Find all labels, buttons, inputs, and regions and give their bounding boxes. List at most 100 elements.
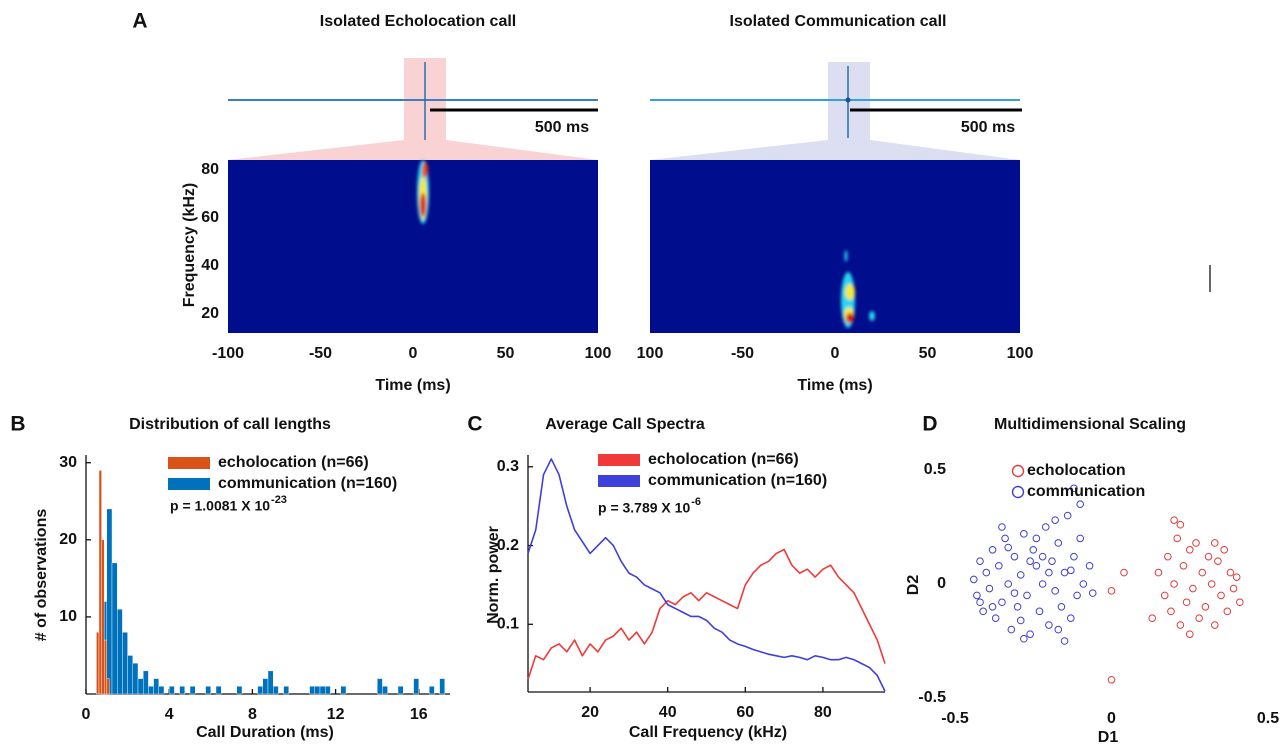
scatter-point xyxy=(995,561,1003,570)
histogram-bar xyxy=(319,686,326,695)
scatter-point xyxy=(1070,552,1078,561)
scatter-point xyxy=(1154,568,1163,577)
spectrogram xyxy=(228,160,598,333)
scatter-point xyxy=(1076,500,1084,509)
scatter-point xyxy=(1167,607,1175,616)
scatter-point xyxy=(1207,580,1216,588)
x-tick-label: 100 xyxy=(1007,345,1034,362)
scatter-point xyxy=(1070,484,1078,493)
panel-label: D xyxy=(922,413,937,436)
scatter-point xyxy=(1026,630,1034,638)
histogram-bar xyxy=(325,686,331,695)
scatter-point xyxy=(1026,557,1034,566)
y-tick-label: 60 xyxy=(201,209,219,226)
histogram-bar xyxy=(153,678,160,695)
y-axis-label: D2 xyxy=(905,575,922,596)
scatter-point xyxy=(1236,598,1244,607)
scatter-point xyxy=(1073,591,1081,600)
scatter-point xyxy=(1004,543,1013,552)
scatter-point xyxy=(1038,552,1047,561)
scatter-point xyxy=(1148,614,1156,623)
histogram-bar xyxy=(127,655,133,695)
histogram-bar xyxy=(106,678,110,695)
scatter-point xyxy=(1170,516,1178,524)
scatter-point xyxy=(1120,568,1128,577)
annotation-exponent: -6 xyxy=(691,496,701,508)
histogram-bar xyxy=(377,678,383,695)
x-axis-label: Call Duration (ms) xyxy=(196,724,334,741)
histogram-bar xyxy=(236,686,243,695)
scatter-point xyxy=(1176,621,1185,629)
histogram-bar xyxy=(132,662,139,695)
legend-swatch xyxy=(598,475,640,487)
histogram-bar xyxy=(382,686,388,695)
legend-label: echolocation (n=66) xyxy=(218,454,369,471)
scatter-point xyxy=(1054,625,1063,634)
scatter-point xyxy=(976,557,984,566)
x-tick-label: 100 xyxy=(637,345,664,362)
histogram-bar xyxy=(215,686,222,695)
spectrum-line xyxy=(527,548,886,680)
x-tick-label: -100 xyxy=(212,345,244,362)
y-tick-label: 0.5 xyxy=(924,461,946,478)
spectrogram-energy xyxy=(417,160,429,224)
scatter-point xyxy=(982,568,991,577)
legend-label: echolocation (n=66) xyxy=(648,451,799,468)
histogram-bar xyxy=(429,686,435,695)
histogram-bar xyxy=(122,632,128,695)
legend-label: communication xyxy=(1027,483,1145,500)
scatter-point xyxy=(1185,546,1194,554)
scatter-point xyxy=(1223,607,1232,616)
scale-bar-label: 500 ms xyxy=(961,119,1015,136)
x-tick-label: -50 xyxy=(309,345,332,362)
histogram-bar xyxy=(106,508,113,695)
legend-label: echolocation xyxy=(1027,462,1126,479)
scale-bar-label: 500 ms xyxy=(535,119,589,136)
x-tick-label: 80 xyxy=(814,704,832,721)
zoom-shade xyxy=(650,62,1020,160)
scatter-point xyxy=(1051,587,1059,595)
scatter-point xyxy=(1179,561,1188,570)
x-axis-label: Time (ms) xyxy=(797,377,872,394)
legend-swatch xyxy=(168,457,210,469)
scatter-point xyxy=(998,598,1006,607)
scatter-point xyxy=(1054,539,1063,547)
scatter-point xyxy=(1013,603,1022,611)
scatter-point xyxy=(1032,561,1041,570)
scatter-point xyxy=(1041,523,1050,531)
x-tick-label: 50 xyxy=(919,345,937,362)
legend-marker xyxy=(1011,485,1025,499)
scatter-point xyxy=(1160,591,1169,600)
histogram-bar xyxy=(413,678,420,695)
chart-title: Distribution of call lengths xyxy=(129,416,331,433)
y-tick-label: 0 xyxy=(937,575,946,592)
scatter-point xyxy=(1004,580,1013,588)
y-tick-label: 20 xyxy=(201,305,219,322)
waveform-echolocation: 500 ms xyxy=(228,58,598,333)
y-tick-label: 40 xyxy=(201,257,219,274)
scatter-point xyxy=(1185,630,1194,638)
histogram-bar xyxy=(439,678,446,695)
panel-label: A xyxy=(132,10,147,33)
x-tick-label: 40 xyxy=(659,704,677,721)
scatter-point xyxy=(1107,587,1116,595)
histogram-bar xyxy=(98,470,102,695)
scatter-point xyxy=(1173,534,1182,543)
scatter-point xyxy=(1048,557,1056,566)
panel-label: B xyxy=(10,413,25,436)
y-tick-label: 10 xyxy=(59,608,77,625)
histogram-bar xyxy=(309,686,316,695)
scatter-point xyxy=(1045,568,1053,577)
scatter-point xyxy=(979,607,987,616)
x-tick-label: -0.5 xyxy=(941,710,969,727)
y-tick-label: 80 xyxy=(201,161,219,178)
scatter-point xyxy=(1164,552,1172,561)
histogram-bar xyxy=(168,686,175,695)
scatter-point xyxy=(1045,621,1053,629)
x-axis-label: Call Frequency (kHz) xyxy=(629,724,787,741)
scatter-point xyxy=(973,591,981,600)
scatter-point xyxy=(1107,675,1116,684)
scatter-point xyxy=(1088,589,1097,597)
x-tick-label: 0 xyxy=(831,345,840,362)
scatter-point xyxy=(988,603,997,611)
